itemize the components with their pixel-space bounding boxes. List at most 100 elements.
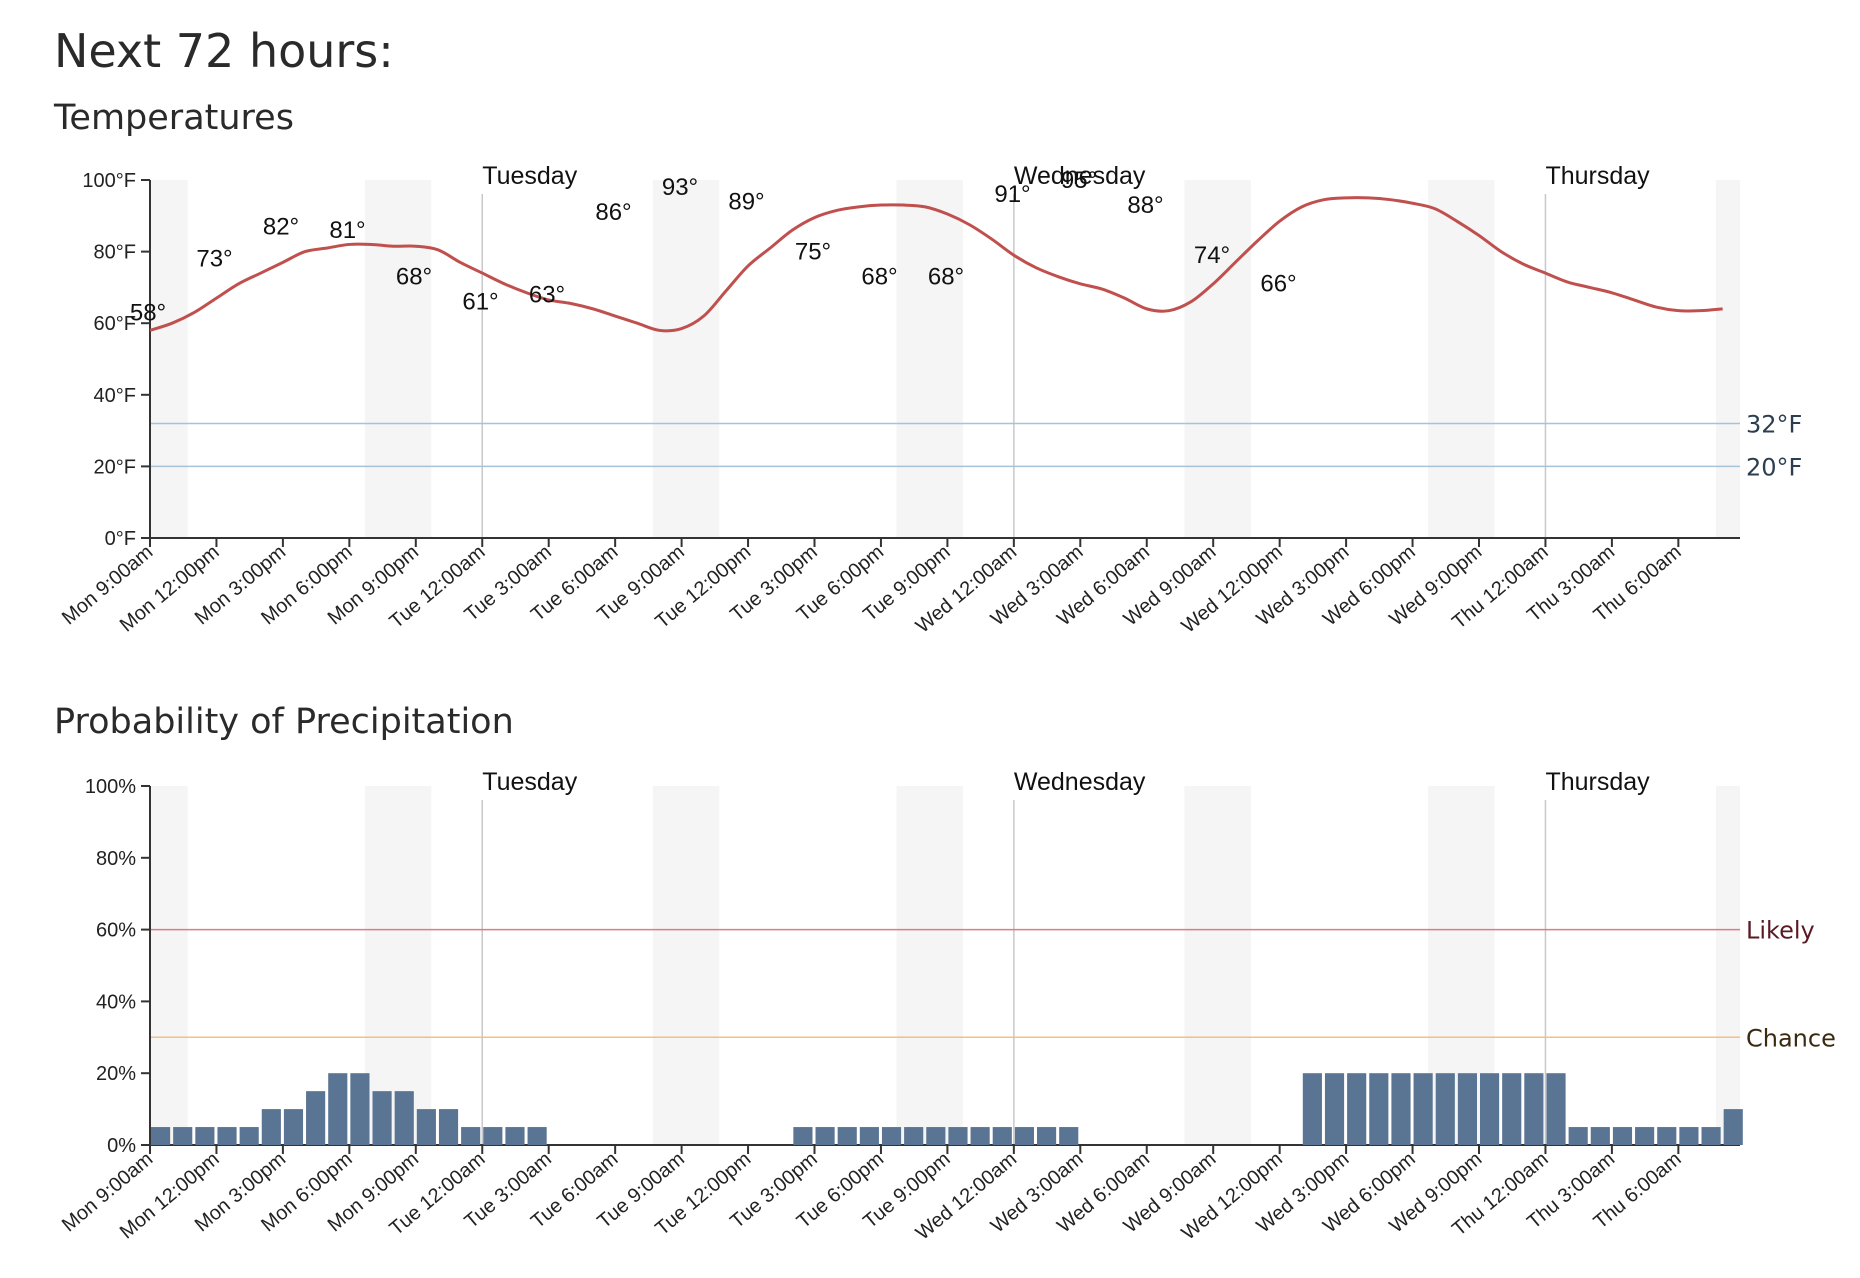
precipitation-bar <box>372 1091 392 1145</box>
night-band <box>1716 180 1740 538</box>
precipitation-bar <box>1590 1127 1610 1145</box>
temperatures-title: Temperatures <box>54 98 294 138</box>
temperature-data-label: 61° <box>462 289 498 316</box>
reference-line-label: Likely <box>1746 917 1815 945</box>
day-label: Tuesday <box>482 768 577 796</box>
night-band <box>150 786 188 1145</box>
precipitation-bar <box>1679 1127 1699 1145</box>
precipitation-bar <box>239 1127 259 1145</box>
precipitation-bar <box>881 1127 902 1145</box>
precipitation-bar <box>1369 1073 1389 1145</box>
temperature-data-label: 81° <box>329 217 365 244</box>
precipitation-bar <box>1014 1127 1034 1145</box>
y-axis-tick-label: 100°F <box>82 170 136 192</box>
y-axis-tick-label: 0% <box>107 1135 136 1157</box>
precipitation-bar <box>1568 1127 1588 1145</box>
precipitation-bar <box>350 1073 370 1145</box>
precipitation-title: Probability of Precipitation <box>54 702 514 742</box>
y-axis-tick-label: 40% <box>96 991 136 1013</box>
night-band <box>1184 180 1251 538</box>
precipitation-bar <box>505 1127 525 1145</box>
precipitation-bar <box>970 1127 990 1145</box>
precipitation-bar <box>1391 1073 1411 1145</box>
y-axis-tick-label: 60°F <box>94 313 136 335</box>
reference-line-label: 20°F <box>1746 453 1802 481</box>
temperature-data-label: 58° <box>130 299 166 326</box>
precipitation-bar <box>837 1127 857 1145</box>
night-band <box>896 786 963 1145</box>
temperature-data-label: 73° <box>196 246 232 273</box>
precipitation-bar <box>1480 1073 1500 1145</box>
y-axis-tick-label: 0°F <box>105 528 136 550</box>
precipitation-bar <box>527 1127 547 1145</box>
page-title: Next 72 hours: <box>54 24 394 78</box>
temperature-line <box>149 196 1723 333</box>
precipitation-bar <box>261 1109 281 1145</box>
day-label: Thursday <box>1545 162 1650 190</box>
temperature-data-label: 68° <box>861 264 897 291</box>
night-band <box>652 180 720 538</box>
precipitation-bar <box>1502 1073 1522 1145</box>
precipitation-bar <box>483 1127 503 1145</box>
precipitation-bar <box>1059 1127 1079 1145</box>
day-label: Tuesday <box>482 162 577 190</box>
precipitation-bar <box>1435 1073 1455 1145</box>
precipitation-bar <box>1324 1073 1345 1145</box>
night-band <box>150 180 188 538</box>
precipitation-bar <box>1347 1073 1367 1145</box>
night-band <box>1716 786 1740 1145</box>
temperature-data-label: 63° <box>529 281 565 308</box>
day-label: Wednesday <box>1014 768 1146 796</box>
precipitation-bar <box>859 1127 879 1145</box>
temperature-data-label: 75° <box>795 239 831 266</box>
precipitation-bar <box>815 1127 835 1145</box>
precipitation-bar <box>151 1127 171 1145</box>
day-label: Thursday <box>1545 768 1650 796</box>
temperature-data-label: 86° <box>595 199 631 226</box>
temperature-data-label: 95° <box>1061 167 1097 194</box>
temperature-chart: Tuesday Wednesday Thursday 32°F 20°F 0°F 20°F 4… <box>58 162 1802 638</box>
precipitation-bar <box>1612 1127 1633 1145</box>
precipitation-bar <box>948 1127 968 1145</box>
night-band <box>896 180 963 538</box>
precipitation-bar <box>195 1127 215 1145</box>
precipitation-bar <box>1657 1127 1677 1145</box>
precipitation-bar <box>394 1091 414 1145</box>
precipitation-bar <box>1701 1127 1721 1145</box>
day-label: Wednesday <box>1014 162 1146 190</box>
y-axis-tick-label: 20°F <box>94 456 136 478</box>
reference-line-label: 32°F <box>1746 410 1802 438</box>
y-axis-tick-label: 80% <box>96 848 136 870</box>
temperature-data-label: 66° <box>1260 271 1296 298</box>
y-axis-tick-label: 20% <box>96 1063 136 1085</box>
night-band <box>1184 786 1251 1145</box>
precipitation-bar <box>1524 1073 1544 1145</box>
temperature-data-label: 89° <box>728 188 764 215</box>
temperature-data-label: 68° <box>928 264 964 291</box>
precipitation-bar <box>328 1073 348 1145</box>
precipitation-bar <box>1635 1127 1655 1145</box>
precipitation-bar <box>904 1127 924 1145</box>
night-band <box>364 786 432 1145</box>
y-axis-tick-label: 40°F <box>94 385 136 407</box>
precipitation-bar <box>438 1109 459 1145</box>
night-band <box>364 180 432 538</box>
precipitation-bar <box>1457 1073 1477 1145</box>
precipitation-bar <box>173 1127 193 1145</box>
precipitation-bar <box>1302 1073 1322 1145</box>
precipitation-bar <box>793 1127 813 1145</box>
temperature-data-label: 88° <box>1127 192 1163 219</box>
precipitation-bar <box>217 1127 237 1145</box>
reference-line-label: Chance <box>1746 1024 1836 1052</box>
precipitation-bar <box>461 1127 481 1145</box>
precipitation-bar <box>283 1109 304 1145</box>
precipitation-bar <box>1546 1073 1566 1145</box>
precipitation-bar <box>992 1127 1012 1145</box>
temperature-data-label: 91° <box>994 181 1030 208</box>
precipitation-bar <box>416 1109 436 1145</box>
night-band <box>652 786 720 1145</box>
precipitation-bar <box>1413 1073 1433 1145</box>
precipitation-bar <box>1037 1127 1057 1145</box>
temperature-data-label: 74° <box>1194 242 1230 269</box>
